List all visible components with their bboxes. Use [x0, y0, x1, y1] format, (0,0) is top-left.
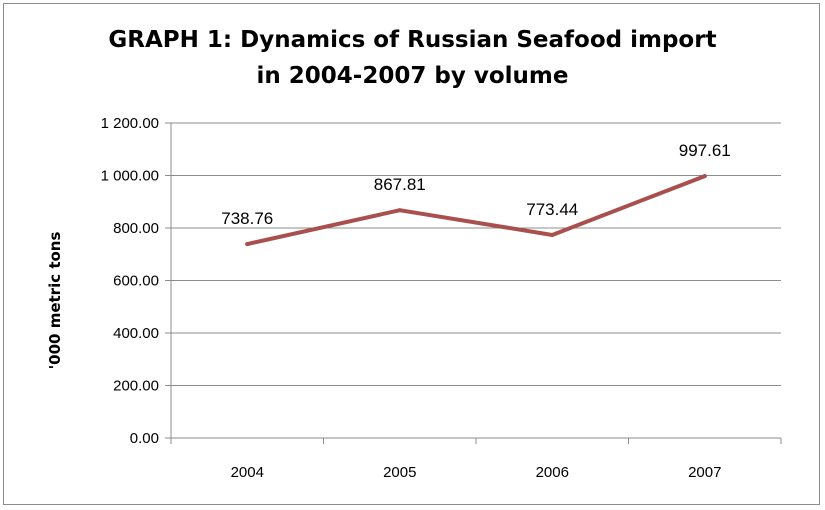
y-axis-ticks: 0.00 200.00 400.00 600.00 800.00 1 000.00 1 20…: [101, 115, 171, 447]
chart-title: GRAPH 1: Dynamics of Russian Seafood imp…: [0, 22, 825, 94]
x-tick-label: 2006: [536, 464, 569, 481]
y-tick-label: 400.00: [113, 325, 159, 342]
gridlines: [171, 122, 781, 386]
x-tick-label: 2007: [688, 464, 721, 481]
y-tick-label: 0.00: [130, 430, 159, 447]
series-line: [245, 174, 707, 247]
data-point: [550, 232, 555, 237]
data-point: [702, 174, 707, 179]
series-group: [245, 174, 707, 247]
y-axis-label: '000 metric tons: [46, 232, 64, 370]
data-point: [397, 208, 402, 213]
x-tick-label: 2004: [231, 464, 264, 481]
data-label: 773.44: [526, 200, 578, 219]
data-labels: 738.76 867.81 773.44 997.61: [221, 141, 731, 228]
data-label: 997.61: [679, 141, 731, 160]
chart-frame: [3, 3, 820, 505]
data-label: 738.76: [221, 209, 273, 228]
chart-title-line-2: in 2004-2007 by volume: [256, 63, 569, 89]
y-tick-label: 800.00: [113, 220, 159, 237]
y-tick-label: 1 000.00: [101, 168, 159, 185]
y-tick-label: 600.00: [113, 273, 159, 290]
y-tick-label: 200.00: [113, 378, 159, 395]
data-label: 867.81: [374, 175, 426, 194]
x-tick-label: 2005: [383, 464, 416, 481]
y-tick-label: 1 200.00: [101, 115, 159, 132]
x-axis-ticks: 2004 2005 2006 2007: [170, 438, 782, 481]
data-point: [245, 242, 250, 247]
chart-title-line-1: GRAPH 1: Dynamics of Russian Seafood imp…: [108, 27, 717, 53]
